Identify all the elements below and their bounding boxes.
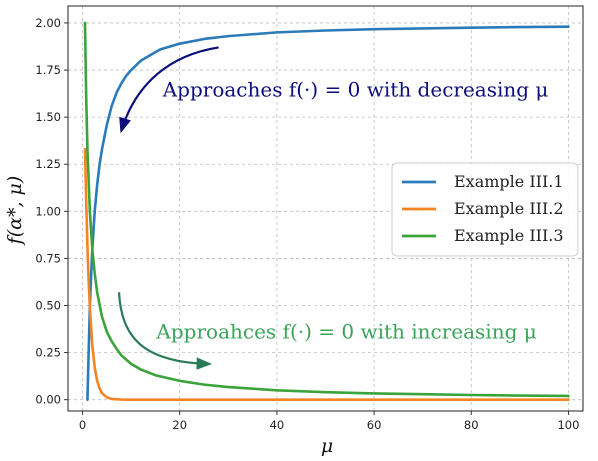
- x-tick-label: 20: [172, 418, 187, 432]
- y-tick-label: 0.50: [35, 299, 61, 313]
- y-tick-label: 0.25: [35, 346, 61, 360]
- annotation-arrow: [119, 46, 219, 134]
- series-line-example-iii-3: [83, 21, 570, 398]
- y-tick-label: 0.75: [35, 251, 61, 265]
- x-tick-label: 80: [464, 418, 479, 432]
- annotation-text: Approahces f(·) = 0 with increasing μ: [155, 319, 536, 343]
- y-tick-label: 1.25: [35, 157, 61, 171]
- y-tick-label: 0.00: [35, 393, 61, 407]
- tick-layer: 0 20 40 60 80 100 0.00 0.25 0.50 0.75 1.00 1.25 1.50…: [35, 16, 579, 432]
- y-tick-label: 1.50: [35, 110, 61, 124]
- y-tick-label: 2.00: [35, 16, 61, 30]
- series-line-example-iii-1: [86, 25, 570, 402]
- plot-frame: [67, 5, 584, 412]
- annotation-layer: Approaches f(·) = 0 with decreasing μ App…: [117, 46, 549, 370]
- legend-label: Example III.1: [454, 172, 564, 191]
- annotation-text: Approaches f(·) = 0 with decreasing μ: [162, 77, 549, 101]
- series-layer: [83, 21, 570, 402]
- annotation-arrow: [117, 292, 212, 370]
- legend-label: Example III.3: [454, 226, 564, 245]
- x-axis-label: μ: [321, 435, 333, 457]
- legend-box: [391, 162, 579, 257]
- legend-label: Example III.2: [454, 199, 564, 218]
- plot-border: [67, 5, 584, 412]
- x-tick-label: 0: [79, 418, 86, 432]
- y-tick-label: 1.75: [35, 63, 61, 77]
- x-tick-label: 100: [557, 418, 579, 432]
- y-tick-label: 1.00: [35, 204, 61, 218]
- y-axis-label: f(α*, μ): [4, 176, 26, 247]
- series-line-example-iii-2: [83, 147, 570, 402]
- x-tick-label: 60: [367, 418, 382, 432]
- legend: Example III.1 Example III.2 Example III.3: [391, 162, 579, 257]
- x-tick-label: 40: [270, 418, 285, 432]
